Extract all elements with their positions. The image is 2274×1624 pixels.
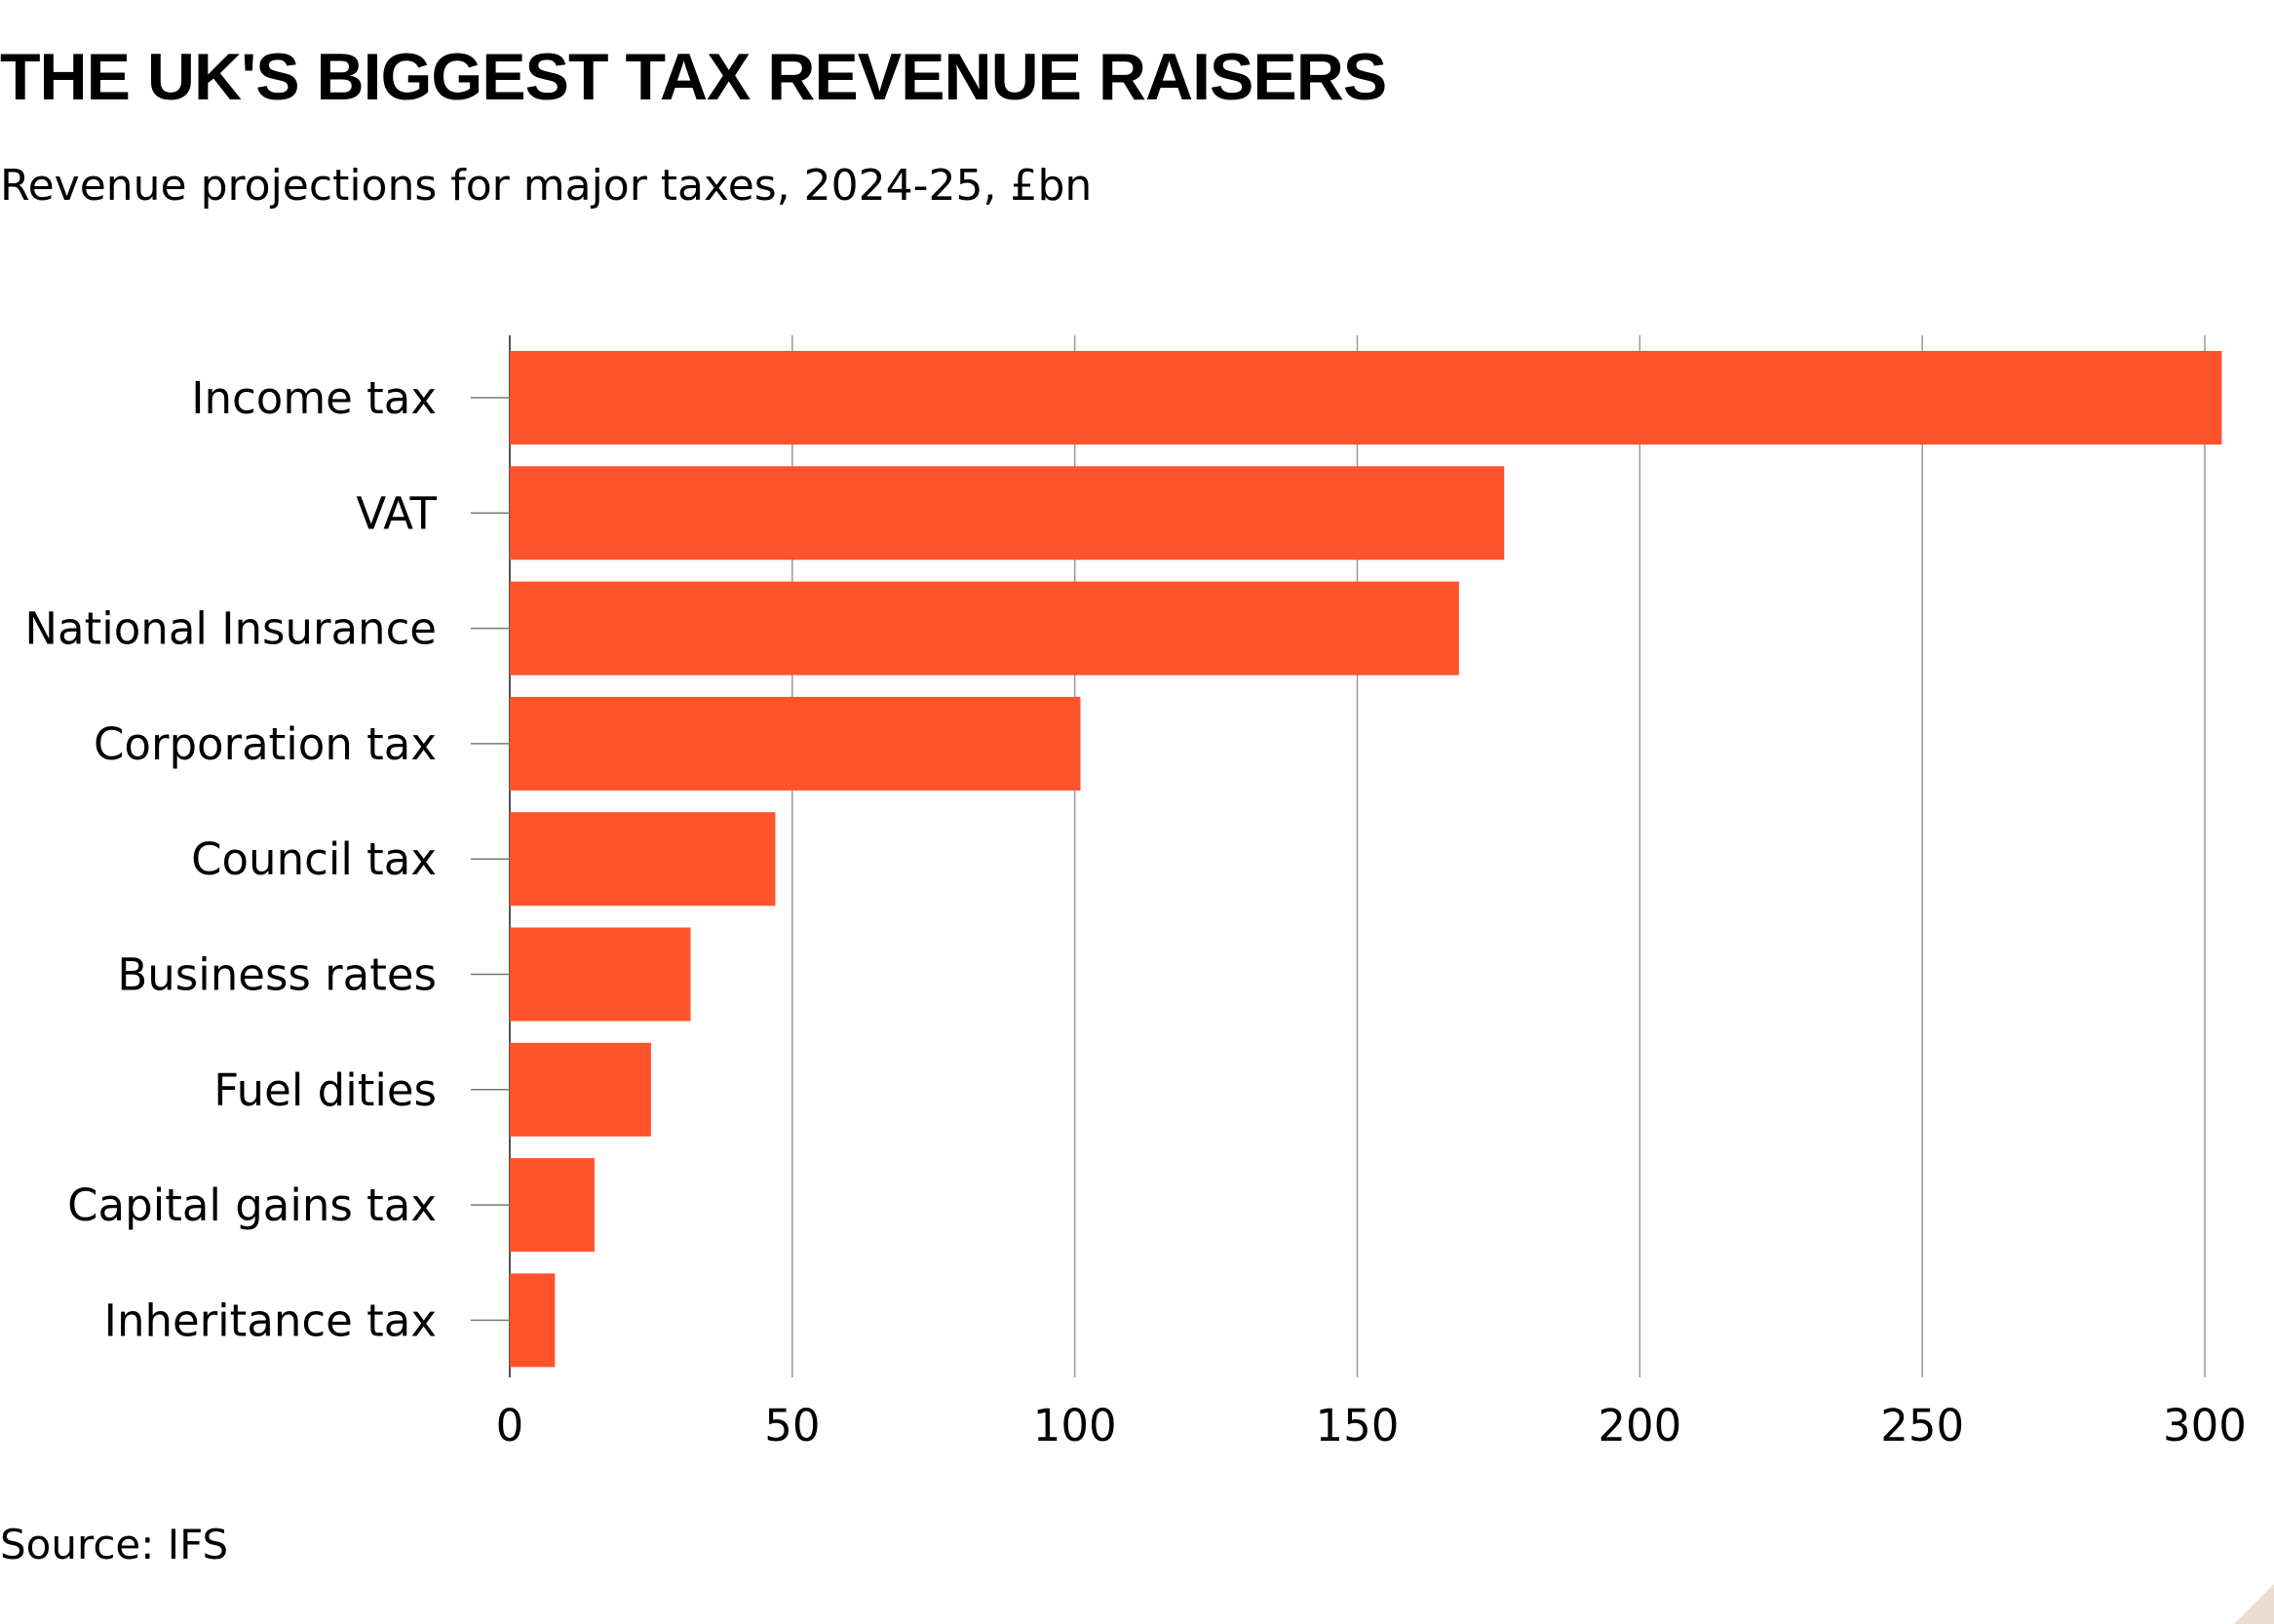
category-label: Corporation tax	[94, 718, 437, 770]
category-label: Business rates	[117, 949, 437, 1001]
x-tick-label: 50	[764, 1400, 820, 1451]
x-tick-label: 100	[1033, 1400, 1117, 1451]
x-tick-label: 150	[1316, 1400, 1400, 1451]
bar-council-tax	[510, 812, 776, 907]
chart-subtitle: Revenue projections for major taxes, 202…	[0, 161, 1093, 211]
chart-title: THE UK'S BIGGEST TAX REVENUE RAISERS	[0, 40, 1387, 114]
bar-inheritance-tax	[510, 1273, 556, 1368]
source-note: Source: IFS	[0, 1521, 229, 1568]
category-label: Council tax	[191, 833, 437, 885]
bar-corporation-tax	[510, 696, 1081, 791]
category-label: National Insurance	[24, 603, 437, 655]
category-label: Capital gains tax	[67, 1179, 437, 1231]
bar-fuel-dities	[510, 1042, 651, 1137]
category-label: Inheritance tax	[104, 1295, 437, 1346]
bar-capital-gains-tax	[510, 1158, 595, 1253]
bar-vat	[510, 466, 1505, 561]
x-tick-label: 0	[496, 1400, 524, 1451]
x-tick-label: 300	[2163, 1400, 2247, 1451]
bar-national-insurance	[510, 581, 1459, 676]
bar-income-tax	[510, 351, 2222, 445]
x-tick-label: 250	[1880, 1400, 1964, 1451]
category-label: Fuel dities	[213, 1064, 437, 1116]
category-label: Income tax	[191, 372, 437, 424]
category-label: VAT	[356, 487, 437, 539]
x-tick-label: 200	[1598, 1400, 1681, 1451]
bar-business-rates	[510, 927, 691, 1022]
